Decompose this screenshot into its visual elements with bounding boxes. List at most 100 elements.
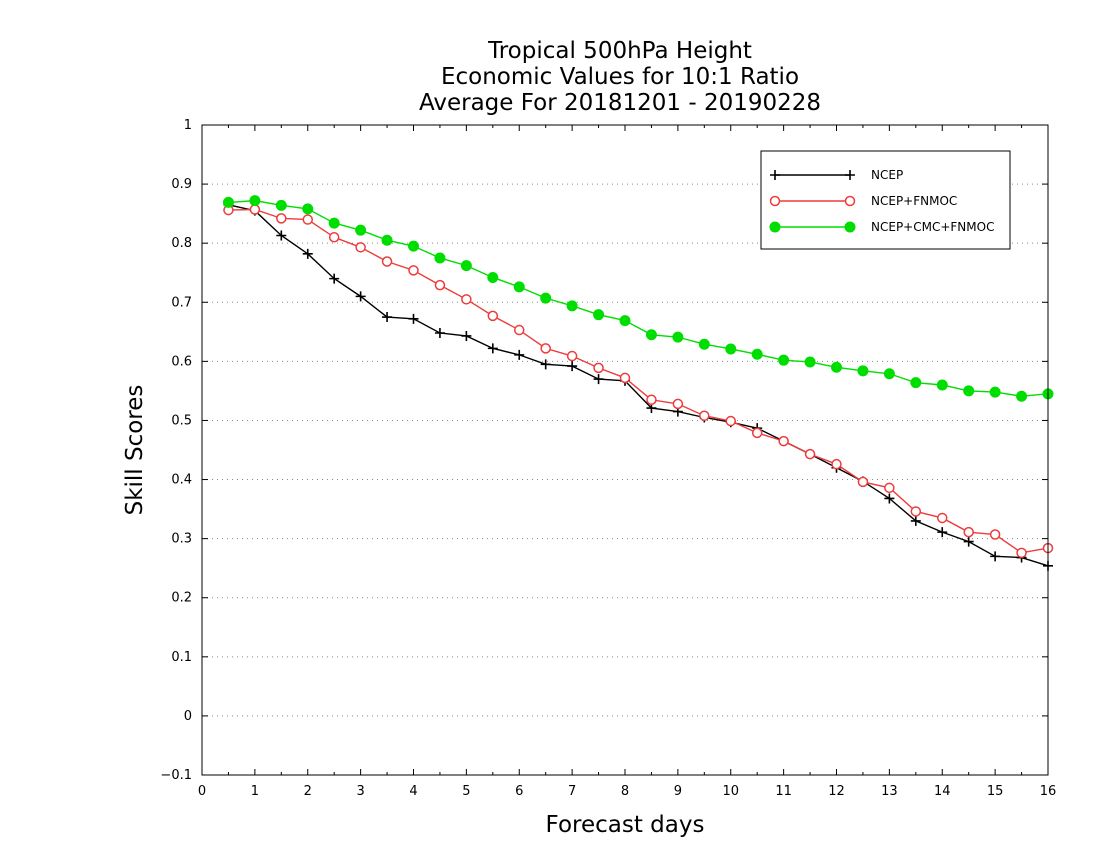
data-point [884, 493, 895, 504]
x-tick-label: 1 [251, 784, 259, 799]
y-tick-label: 0.5 [171, 413, 192, 428]
data-point [302, 203, 314, 215]
data-point [937, 512, 948, 524]
legend-marker [769, 195, 781, 207]
data-point [222, 196, 234, 208]
data-point [593, 374, 604, 385]
data-point [989, 386, 1001, 398]
y-tick-label: 0.9 [171, 177, 192, 192]
y-tick-label: 0.8 [171, 236, 192, 251]
data-point [646, 394, 657, 406]
x-tick-label: 7 [568, 784, 576, 799]
data-point [566, 300, 578, 312]
data-point [355, 224, 367, 236]
data-point [936, 379, 948, 391]
y-tick-label: 0 [184, 709, 192, 724]
legend-marker [769, 221, 781, 233]
data-point [963, 526, 974, 538]
data-point [514, 349, 525, 360]
data-point [751, 348, 763, 360]
legend-marker [844, 221, 856, 233]
legend: NCEP NCEP+FNMOC NCEP+CMC+FNMOC [760, 150, 1011, 250]
y-axis-title: Skill Scores [122, 385, 148, 516]
data-point [619, 372, 631, 384]
data-point [989, 529, 1001, 540]
data-point [329, 273, 340, 284]
data-point [725, 415, 736, 427]
title-line-3: Average For 20181201 - 20190228 [419, 90, 821, 116]
legend-marker [845, 170, 855, 180]
data-point [910, 377, 922, 389]
data-point [857, 365, 869, 377]
x-tick-label: 5 [462, 784, 470, 799]
series-ncep-cmc-fnmoc [222, 195, 1054, 402]
data-point [1016, 547, 1027, 559]
x-tick-label: 2 [304, 784, 312, 799]
data-point [302, 248, 313, 259]
data-point [461, 294, 472, 305]
grid [202, 183, 1048, 717]
y-axis-ticks: −0.1 0 0.1 0.2 0.3 0.4 0.5 0.6 0.7 0.8 0.9 1 [160, 118, 1048, 783]
data-point [249, 195, 261, 207]
data-point [857, 476, 869, 488]
data-point [381, 234, 393, 246]
data-point [990, 551, 1001, 562]
data-point [302, 214, 313, 225]
x-tick-label: 6 [515, 784, 523, 799]
data-point [910, 506, 922, 517]
data-point [698, 338, 710, 350]
data-point [275, 199, 287, 211]
data-point [593, 309, 605, 321]
y-tick-label: 0.4 [171, 473, 192, 488]
data-point [540, 343, 551, 354]
data-point [487, 271, 499, 283]
data-point [963, 536, 974, 547]
chart-title: Tropical 500hPa Height Economic Values f… [419, 38, 821, 116]
data-point [408, 313, 419, 324]
data-point [540, 359, 551, 370]
data-point [778, 435, 789, 447]
data-point [910, 515, 921, 526]
data-point [434, 279, 446, 291]
data-point [382, 312, 393, 323]
legend-label: NCEP+FNMOC [871, 194, 957, 208]
data-point [461, 330, 472, 341]
data-point [804, 356, 816, 368]
data-point [567, 361, 578, 372]
x-tick-label: 13 [881, 784, 898, 799]
data-point [778, 354, 790, 366]
data-point [540, 292, 552, 304]
data-point [408, 240, 419, 252]
x-tick-label: 12 [828, 784, 845, 799]
data-point [487, 310, 499, 322]
data-point [514, 324, 525, 336]
x-tick-label: 9 [674, 784, 682, 799]
data-point [937, 527, 948, 538]
data-point [434, 252, 446, 264]
data-point [645, 329, 657, 341]
x-tick-label: 14 [934, 784, 951, 799]
data-point [884, 482, 895, 494]
y-tick-label: 0.1 [171, 650, 192, 665]
data-point [672, 331, 684, 343]
data-point [249, 204, 261, 215]
data-point [328, 217, 340, 229]
data-point [1016, 390, 1028, 402]
y-tick-label: −0.1 [160, 768, 192, 783]
data-point [513, 281, 525, 293]
y-tick-label: 0.3 [171, 532, 192, 547]
data-point [434, 328, 445, 338]
x-tick-label: 15 [987, 784, 1004, 799]
data-point [619, 315, 631, 327]
y-tick-label: 0.2 [171, 591, 192, 606]
x-tick-label: 3 [356, 784, 364, 799]
data-point [381, 256, 393, 267]
data-point [355, 291, 366, 302]
legend-label: NCEP+CMC+FNMOC [871, 220, 994, 234]
legend-marker [844, 195, 856, 207]
series-line [228, 208, 1049, 554]
x-tick-label: 10 [722, 784, 739, 799]
legend-label: NCEP [871, 168, 903, 182]
data-point [963, 385, 975, 397]
